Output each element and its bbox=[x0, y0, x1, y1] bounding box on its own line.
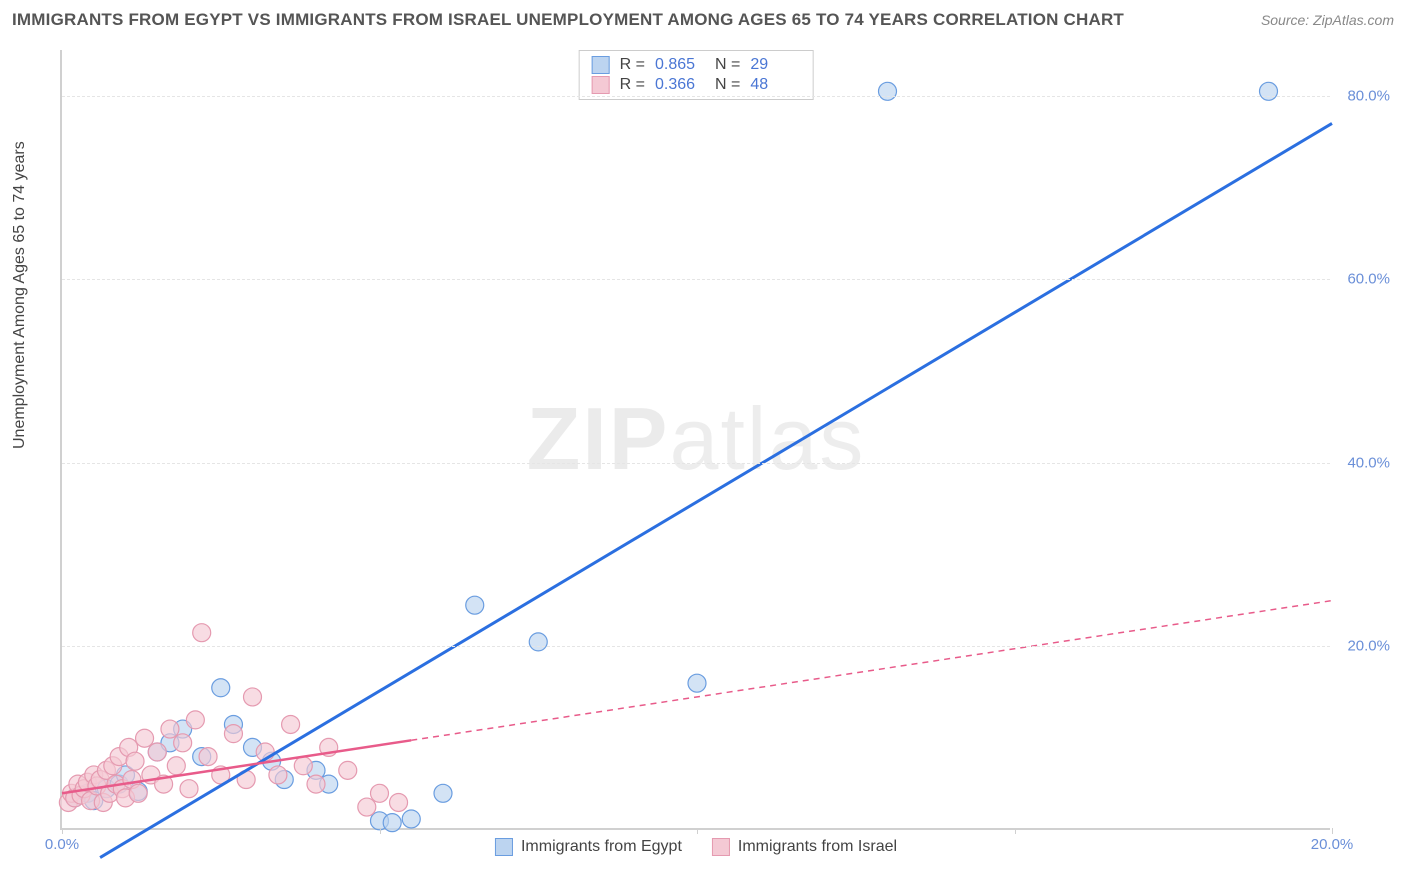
scatter-point bbox=[180, 780, 198, 798]
scatter-point bbox=[688, 674, 706, 692]
scatter-point bbox=[136, 729, 154, 747]
scatter-point bbox=[1260, 82, 1278, 100]
legend-label: Immigrants from Egypt bbox=[521, 838, 682, 856]
stat-n-value: 48 bbox=[750, 76, 800, 94]
chart-title: IMMIGRANTS FROM EGYPT VS IMMIGRANTS FROM… bbox=[12, 10, 1124, 30]
scatter-point bbox=[129, 784, 147, 802]
source-attribution: Source: ZipAtlas.com bbox=[1261, 12, 1394, 28]
gridline bbox=[62, 646, 1330, 647]
series-legend: Immigrants from Egypt Immigrants from Isr… bbox=[495, 838, 897, 856]
scatter-point bbox=[224, 725, 242, 743]
stats-legend-row: R = 0.865 N = 29 bbox=[592, 55, 801, 75]
gridline bbox=[62, 463, 1330, 464]
x-tick-mark bbox=[1015, 828, 1016, 834]
scatter-point bbox=[161, 720, 179, 738]
gridline bbox=[62, 96, 1330, 97]
stat-n-label: N = bbox=[715, 56, 740, 74]
scatter-point bbox=[339, 761, 357, 779]
scatter-point bbox=[148, 743, 166, 761]
x-tick-mark bbox=[697, 828, 698, 834]
y-tick-label: 20.0% bbox=[1335, 638, 1390, 655]
stat-n-value: 29 bbox=[750, 56, 800, 74]
scatter-point bbox=[186, 711, 204, 729]
x-tick-mark bbox=[62, 828, 63, 834]
legend-label: Immigrants from Israel bbox=[738, 838, 897, 856]
y-tick-label: 40.0% bbox=[1335, 454, 1390, 471]
scatter-point bbox=[174, 734, 192, 752]
scatter-point bbox=[244, 688, 262, 706]
x-tick-mark bbox=[1332, 828, 1333, 834]
scatter-point bbox=[307, 775, 325, 793]
legend-swatch bbox=[592, 76, 610, 94]
scatter-point bbox=[434, 784, 452, 802]
y-tick-label: 60.0% bbox=[1335, 271, 1390, 288]
x-tick-label: 0.0% bbox=[45, 836, 79, 853]
y-tick-label: 80.0% bbox=[1335, 87, 1390, 104]
scatter-point bbox=[282, 715, 300, 733]
scatter-point bbox=[383, 814, 401, 832]
stat-r-value: 0.865 bbox=[655, 56, 705, 74]
stat-n-label: N = bbox=[715, 76, 740, 94]
scatter-point bbox=[167, 757, 185, 775]
legend-item: Immigrants from Israel bbox=[712, 838, 897, 856]
scatter-point bbox=[402, 810, 420, 828]
scatter-point bbox=[193, 624, 211, 642]
scatter-point bbox=[269, 766, 287, 784]
x-tick-mark bbox=[380, 828, 381, 834]
gridline bbox=[62, 279, 1330, 280]
trend-line bbox=[100, 123, 1332, 857]
stats-legend-row: R = 0.366 N = 48 bbox=[592, 75, 801, 95]
stats-legend: R = 0.865 N = 29 R = 0.366 N = 48 bbox=[579, 50, 814, 100]
scatter-point bbox=[358, 798, 376, 816]
scatter-point bbox=[879, 82, 897, 100]
scatter-point bbox=[126, 752, 144, 770]
scatter-point bbox=[371, 784, 389, 802]
stat-r-label: R = bbox=[620, 56, 645, 74]
legend-swatch bbox=[495, 838, 513, 856]
stat-r-label: R = bbox=[620, 76, 645, 94]
scatter-point bbox=[390, 793, 408, 811]
trend-line-dashed bbox=[411, 601, 1332, 741]
x-tick-label: 20.0% bbox=[1311, 836, 1354, 853]
scatter-point bbox=[529, 633, 547, 651]
legend-swatch bbox=[592, 56, 610, 74]
scatter-point bbox=[199, 748, 217, 766]
scatter-point bbox=[294, 757, 312, 775]
plot-area: ZIPatlas R =0.865N =29R =0.366N =48 Immi… bbox=[60, 50, 1330, 830]
legend-item: Immigrants from Egypt bbox=[495, 838, 682, 856]
scatter-point bbox=[466, 596, 484, 614]
y-axis-label: Unemployment Among Ages 65 to 74 years bbox=[11, 141, 29, 449]
legend-swatch bbox=[712, 838, 730, 856]
scatter-point bbox=[212, 679, 230, 697]
stat-r-value: 0.366 bbox=[655, 76, 705, 94]
chart-svg bbox=[62, 50, 1330, 828]
